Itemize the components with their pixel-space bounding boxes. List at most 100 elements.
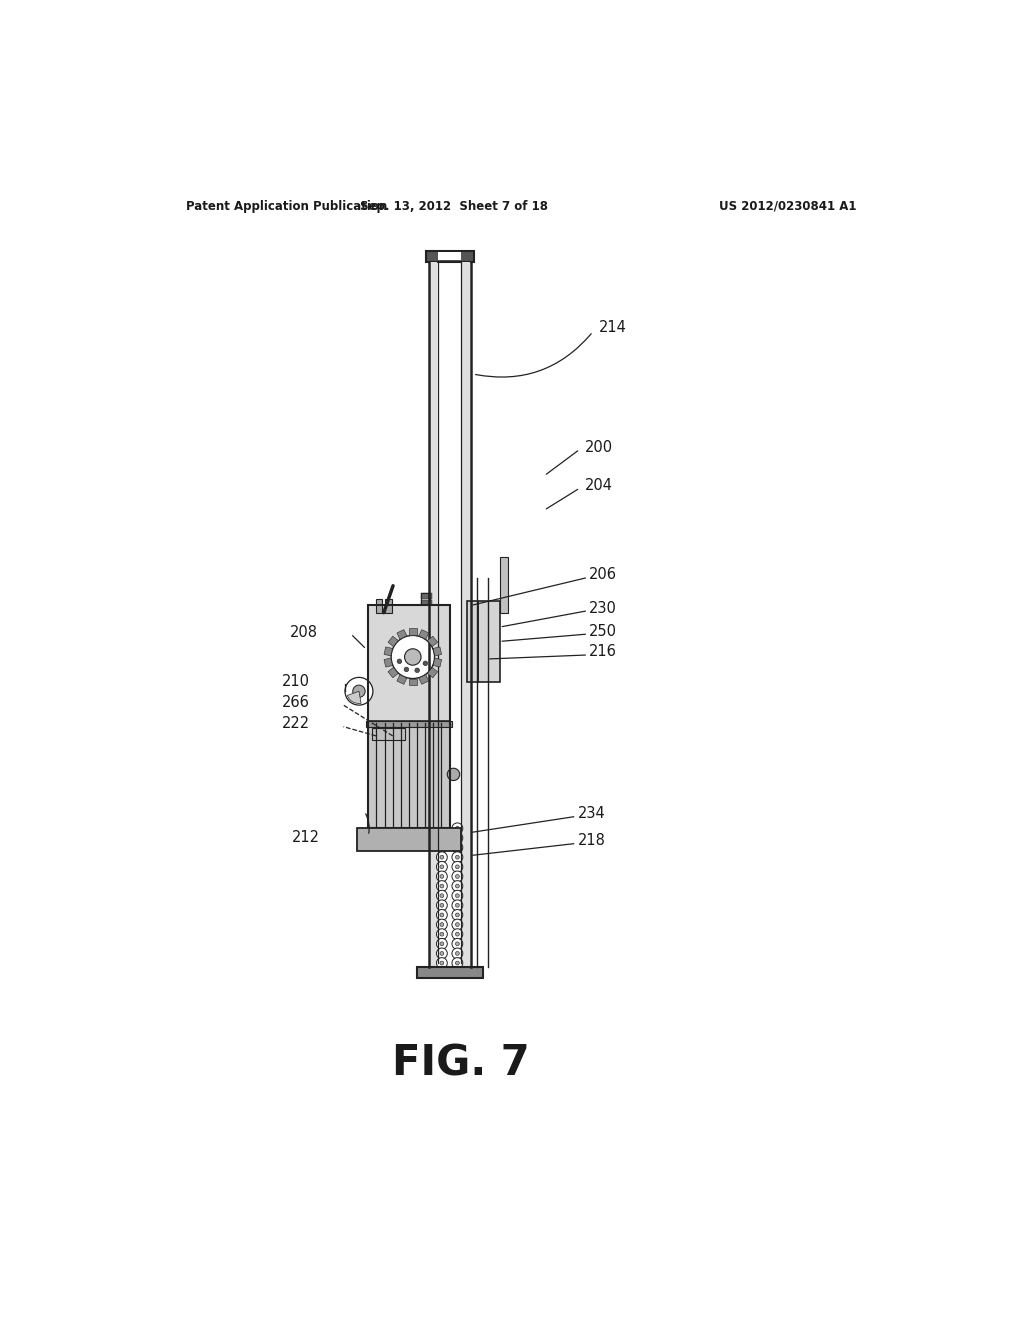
Text: Sep. 13, 2012  Sheet 7 of 18: Sep. 13, 2012 Sheet 7 of 18 (359, 199, 548, 213)
Bar (421, 643, 429, 648)
Circle shape (440, 865, 443, 869)
Bar (421, 774, 429, 779)
Circle shape (436, 851, 447, 862)
Bar (421, 594, 430, 817)
Circle shape (452, 833, 463, 843)
Bar (421, 767, 429, 772)
Circle shape (404, 667, 409, 672)
Bar (429, 755, 432, 760)
Bar (369, 605, 450, 721)
Bar (429, 760, 432, 766)
Polygon shape (409, 628, 417, 635)
Circle shape (388, 727, 397, 737)
Bar (421, 718, 429, 723)
Bar (429, 774, 432, 779)
Bar (421, 656, 429, 661)
Bar (421, 730, 429, 735)
Text: 250: 250 (589, 623, 617, 639)
Bar (429, 680, 432, 685)
Circle shape (440, 884, 443, 888)
Bar (421, 631, 429, 636)
Bar (500, 557, 508, 614)
Text: 204: 204 (586, 478, 613, 494)
Circle shape (436, 948, 447, 958)
Bar (429, 599, 432, 605)
Bar (421, 723, 429, 729)
Polygon shape (397, 630, 407, 639)
Circle shape (436, 890, 447, 902)
Bar (421, 760, 429, 766)
Bar (429, 799, 432, 804)
Circle shape (456, 846, 460, 850)
Text: 206: 206 (589, 566, 617, 582)
Polygon shape (384, 657, 392, 667)
Circle shape (456, 923, 460, 927)
Circle shape (440, 875, 443, 878)
Bar (429, 748, 432, 754)
Bar (421, 624, 429, 630)
Circle shape (440, 942, 443, 945)
Circle shape (452, 900, 463, 911)
Circle shape (456, 961, 460, 965)
Bar (429, 767, 432, 772)
Bar (426, 251, 474, 261)
Polygon shape (427, 636, 437, 647)
Circle shape (440, 855, 443, 859)
Polygon shape (397, 675, 407, 684)
Bar (421, 698, 429, 704)
Bar (421, 810, 429, 816)
Bar (421, 594, 429, 599)
Circle shape (404, 649, 421, 665)
Circle shape (436, 909, 447, 920)
Circle shape (423, 661, 428, 665)
Bar (421, 755, 429, 760)
Polygon shape (427, 668, 437, 677)
Circle shape (440, 894, 443, 898)
Bar (421, 686, 429, 692)
Circle shape (391, 635, 434, 678)
Bar (429, 661, 432, 667)
Circle shape (397, 659, 401, 664)
Bar (429, 730, 432, 735)
Bar (421, 711, 429, 717)
Bar (421, 649, 429, 655)
Bar (429, 618, 432, 623)
Bar (429, 737, 432, 742)
Circle shape (440, 836, 443, 840)
Circle shape (456, 855, 460, 859)
Bar (429, 656, 432, 661)
Bar (429, 636, 432, 642)
Circle shape (352, 685, 366, 697)
Circle shape (436, 833, 447, 843)
Polygon shape (384, 647, 392, 656)
Bar (429, 668, 432, 673)
Polygon shape (433, 657, 441, 667)
Bar (421, 675, 429, 680)
Bar (429, 594, 432, 599)
Text: US 2012/0230841 A1: US 2012/0230841 A1 (719, 199, 856, 213)
Circle shape (452, 948, 463, 958)
Circle shape (436, 842, 447, 853)
Circle shape (436, 822, 447, 834)
Circle shape (436, 862, 447, 873)
Bar (421, 612, 429, 618)
Circle shape (456, 826, 460, 830)
Bar (421, 792, 429, 797)
Circle shape (452, 958, 463, 969)
Circle shape (452, 929, 463, 940)
Bar (467, 601, 500, 682)
Bar (421, 737, 429, 742)
Bar (429, 711, 432, 717)
Circle shape (440, 923, 443, 927)
Circle shape (440, 826, 443, 830)
Bar (376, 599, 382, 612)
Text: 208: 208 (290, 626, 317, 640)
Circle shape (436, 900, 447, 911)
Polygon shape (419, 675, 429, 684)
Bar (429, 804, 432, 809)
Circle shape (436, 939, 447, 949)
Circle shape (440, 903, 443, 907)
Bar (369, 721, 450, 829)
Bar (429, 612, 432, 618)
Circle shape (440, 952, 443, 956)
